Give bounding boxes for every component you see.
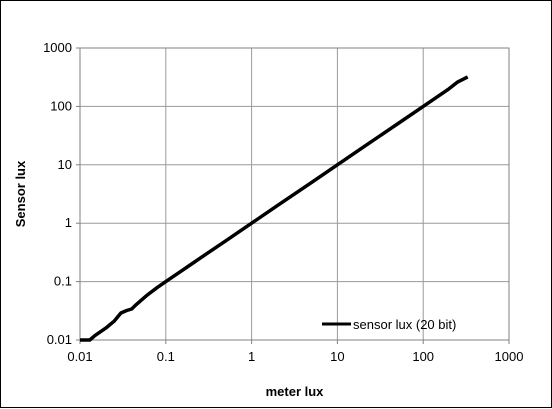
series-line-0 (80, 75, 469, 342)
y-tick-label: 0.1 (54, 274, 72, 289)
y-tick-label: 0.01 (47, 332, 72, 347)
x-tick-label: 10 (330, 349, 344, 364)
x-tick-label: 0.01 (67, 349, 92, 364)
x-tick-label: 1000 (495, 349, 524, 364)
legend: sensor lux (20 bit) (322, 317, 456, 332)
x-tick-label: 0.1 (157, 349, 175, 364)
legend-label: sensor lux (20 bit) (353, 317, 456, 332)
plot-area (79, 47, 510, 341)
x-axis-title: meter lux (266, 384, 325, 399)
x-tick-label: 1 (248, 349, 255, 364)
x-tick-label: 100 (412, 349, 434, 364)
y-tick-label: 100 (50, 98, 72, 113)
y-tick-label: 1000 (43, 40, 72, 55)
y-axis-title: Sensor lux (13, 160, 28, 227)
y-tick-label: 10 (58, 157, 72, 172)
tick-labels: 0.01 0.1 1 10 100 1000 0.01 0.1 1 10 100 1000 (43, 40, 523, 364)
series-layer (80, 75, 469, 342)
y-tick-label: 1 (65, 215, 72, 230)
